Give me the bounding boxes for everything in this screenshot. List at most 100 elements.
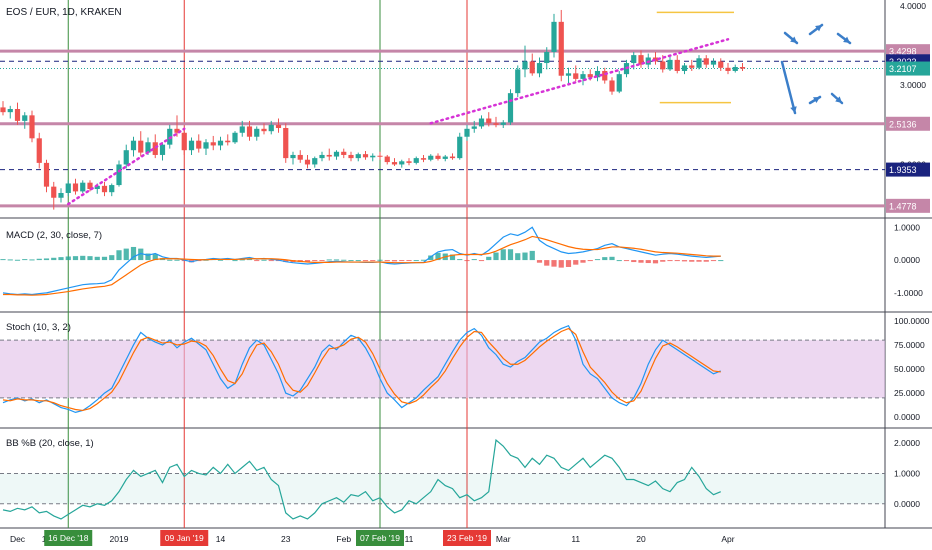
candle-body [22, 115, 28, 121]
macd-histogram-bar [0, 259, 6, 261]
macd-histogram-bar [370, 260, 376, 262]
candle-body [109, 185, 115, 193]
macd-histogram-bar [652, 260, 659, 264]
macd-histogram-bar [109, 255, 115, 261]
candle-body [718, 61, 724, 68]
macd-histogram-bar [36, 258, 42, 261]
bb-percent-line [2, 438, 721, 520]
macd-histogram-bar [362, 260, 369, 262]
trendline-dotted [67, 127, 186, 206]
macd-histogram-bar [167, 259, 173, 261]
y-tick-label: 100.0000 [894, 316, 930, 326]
macd-histogram-bar [101, 256, 108, 261]
macd-histogram-bar [486, 256, 492, 261]
candle-body [594, 70, 601, 78]
trendline-dotted [429, 38, 730, 125]
candle-body [304, 159, 311, 165]
macd-histogram-bar [116, 250, 122, 261]
macd-histogram-bar [58, 257, 64, 261]
candle-body [391, 162, 398, 165]
macd-histogram-bar [7, 259, 13, 261]
candle-body [732, 67, 738, 71]
price-level-label: 1.4778 [889, 201, 917, 211]
macd-histogram-bar [551, 260, 557, 267]
candle-body [297, 154, 303, 160]
candle-body [420, 158, 427, 160]
candle-body [377, 155, 383, 157]
macd-histogram-bar [544, 260, 550, 266]
candle-body [399, 161, 405, 165]
price-level-tag [886, 61, 930, 76]
candle-body [254, 128, 260, 137]
macd-histogram-bar [312, 260, 318, 262]
date-marker-label: 16 Dec '18 [48, 533, 89, 543]
y-tick-label: -1.0000 [894, 288, 923, 298]
stoch-d-line [2, 327, 721, 412]
macd-histogram-bar [217, 259, 224, 261]
projection-arrow-icon [830, 92, 844, 105]
macd-histogram-bar [594, 259, 601, 261]
candle-body [486, 118, 492, 124]
y-tick-label: 4.0000 [900, 1, 926, 11]
candle-body [515, 69, 521, 94]
candle-body [333, 151, 340, 157]
macd-histogram-bar [51, 257, 57, 261]
x-tick-label: 11 [571, 534, 580, 544]
price-level-tag [886, 162, 930, 177]
candle-body [123, 150, 129, 165]
candle-body [159, 144, 166, 155]
stoch-k-line [2, 324, 721, 414]
price-level-label: 1.9353 [889, 165, 917, 175]
y-tick-label: 0.0000 [894, 255, 920, 265]
candle-body [29, 115, 35, 139]
macd-histogram-bar [681, 260, 688, 262]
macd-histogram-bar [152, 254, 158, 261]
y-tick-label: 1.0000 [894, 468, 920, 478]
candle-body [602, 70, 608, 81]
candle-body [261, 128, 267, 132]
candle-body [326, 154, 332, 157]
macd-histogram-bar [29, 259, 35, 261]
candle-body [544, 51, 550, 64]
macd-histogram-bar [406, 260, 412, 262]
macd-histogram-bar [696, 260, 702, 262]
macd-histogram-bar [493, 252, 499, 261]
date-marker-label: 09 Jan '19 [165, 533, 204, 543]
candle-body [660, 61, 666, 70]
macd-histogram-bar [522, 252, 528, 261]
macd-histogram-bar [138, 248, 144, 261]
candle-body [587, 74, 593, 78]
date-marker-label: 23 Feb '19 [447, 533, 487, 543]
symbol-title: EOS / EUR, 1D, KRAKEN [6, 7, 122, 18]
macd-histogram-bar [319, 260, 325, 262]
y-tick-label: 0.0000 [894, 499, 920, 509]
candle-body [268, 124, 274, 132]
macd-histogram-bar [384, 260, 390, 262]
candle-body [536, 63, 543, 74]
candle-body [580, 74, 586, 79]
candle-body [493, 123, 499, 125]
candle-body [725, 67, 731, 71]
candle-body [384, 156, 390, 163]
x-tick-label: Feb [336, 534, 351, 544]
candle-body [130, 140, 137, 151]
macd-histogram-bar [254, 260, 260, 262]
candle-body [631, 55, 637, 64]
candle-body [283, 128, 289, 159]
y-tick-label: 50.0000 [894, 364, 925, 374]
macd-histogram-bar [239, 259, 245, 261]
candle-body [51, 186, 57, 198]
date-marker-tag [160, 530, 209, 546]
candle-body [638, 55, 644, 65]
macd-histogram-bar [130, 246, 137, 261]
x-tick-label: Dec [10, 534, 26, 544]
macd-histogram-bar [602, 257, 608, 261]
macd-histogram-bar [22, 259, 28, 261]
candle-body [101, 185, 108, 193]
macd-histogram-bar [623, 260, 630, 262]
candle-body [529, 61, 535, 74]
macd-histogram-bar [87, 256, 93, 261]
x-tick-label: 23 [281, 534, 291, 544]
candle-body [203, 142, 209, 149]
